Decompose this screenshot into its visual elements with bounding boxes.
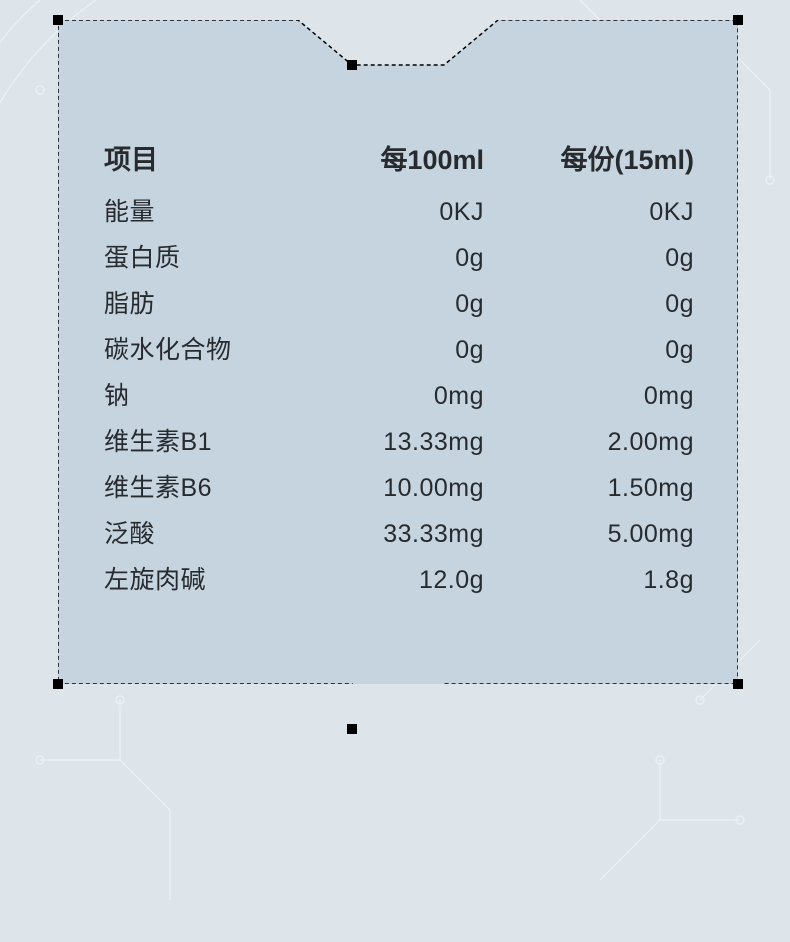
cell-item: 蛋白质	[104, 238, 304, 274]
cell-perserv: 0mg	[484, 382, 694, 411]
nutrition-panel: 项目 每100ml 每份(15ml) 能量 0KJ 0KJ 蛋白质 0g 0g …	[58, 20, 738, 684]
cell-perserv: 1.50mg	[484, 474, 694, 503]
cell-item: 泛酸	[104, 514, 304, 550]
table-row: 左旋肉碱 12.0g 1.8g	[104, 560, 694, 606]
cell-perserv: 0g	[484, 244, 694, 273]
cell-perserv: 1.8g	[484, 566, 694, 595]
cell-per100: 33.33mg	[304, 520, 484, 549]
cell-item: 维生素B6	[104, 468, 304, 504]
cell-per100: 12.0g	[304, 566, 484, 595]
cell-item: 脂肪	[104, 284, 304, 320]
cell-per100: 0g	[304, 244, 484, 273]
cell-item: 维生素B1	[104, 422, 304, 458]
table-row: 维生素B1 13.33mg 2.00mg	[104, 422, 694, 468]
cell-item: 能量	[104, 192, 304, 228]
cell-perserv: 0KJ	[484, 198, 694, 227]
cell-perserv: 0g	[484, 290, 694, 319]
header-item: 项目	[104, 138, 304, 177]
corner-handle	[733, 679, 743, 689]
table-row: 能量 0KJ 0KJ	[104, 192, 694, 238]
table-row: 碳水化合物 0g 0g	[104, 330, 694, 376]
table-header-row: 项目 每100ml 每份(15ml)	[104, 138, 694, 184]
table-row: 维生素B6 10.00mg 1.50mg	[104, 468, 694, 514]
cell-perserv: 5.00mg	[484, 520, 694, 549]
corner-handle	[733, 15, 743, 25]
cell-per100: 0mg	[304, 382, 484, 411]
corner-handle	[53, 679, 63, 689]
cell-per100: 0g	[304, 336, 484, 365]
cell-item: 钠	[104, 376, 304, 412]
table-row: 钠 0mg 0mg	[104, 376, 694, 422]
cell-item: 左旋肉碱	[104, 560, 304, 596]
header-per100: 每100ml	[304, 138, 484, 177]
cell-per100: 13.33mg	[304, 428, 484, 457]
table-row: 泛酸 33.33mg 5.00mg	[104, 514, 694, 560]
nutrition-table: 项目 每100ml 每份(15ml) 能量 0KJ 0KJ 蛋白质 0g 0g …	[104, 138, 694, 606]
table-row: 蛋白质 0g 0g	[104, 238, 694, 284]
corner-handle	[53, 15, 63, 25]
table-row: 脂肪 0g 0g	[104, 284, 694, 330]
cell-per100: 0g	[304, 290, 484, 319]
header-perserv: 每份(15ml)	[484, 138, 694, 177]
cell-perserv: 2.00mg	[484, 428, 694, 457]
corner-handle	[347, 724, 357, 734]
cell-item: 碳水化合物	[104, 330, 304, 366]
cell-per100: 10.00mg	[304, 474, 484, 503]
corner-handle	[347, 60, 357, 70]
cell-perserv: 0g	[484, 336, 694, 365]
cell-per100: 0KJ	[304, 198, 484, 227]
